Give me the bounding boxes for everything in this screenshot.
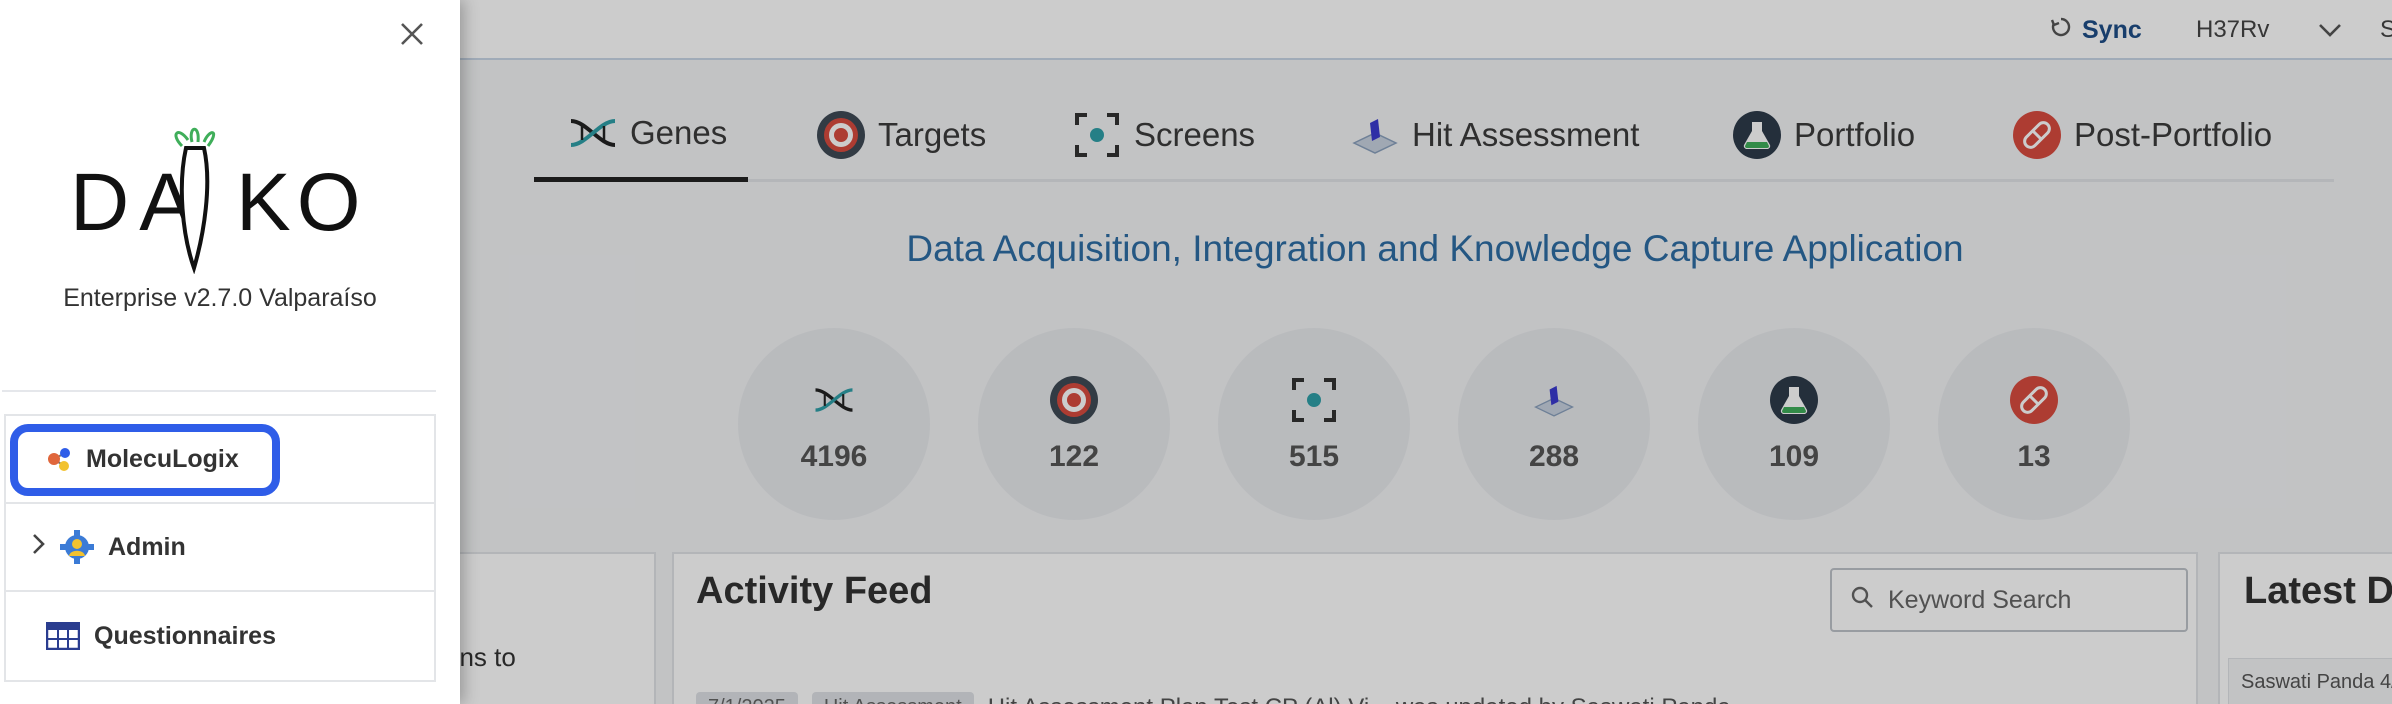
hit-assessment-icon [1350, 110, 1400, 160]
date-chip: 7/1/2025 [696, 692, 798, 704]
dna-icon [808, 374, 860, 426]
menu-item-label: Admin [108, 532, 186, 561]
focus-ring [10, 424, 280, 496]
drawer-menu: MolecuLogix Admin Questionnaires [4, 414, 436, 682]
search-icon [1850, 585, 1874, 616]
stat-value: 288 [1528, 440, 1580, 473]
sync-icon [2050, 16, 2072, 45]
tab-targets[interactable]: Targets [816, 88, 986, 182]
search-placeholder: Keyword Search [1888, 585, 2072, 614]
chevron-down-icon[interactable] [2312, 12, 2348, 48]
table-icon [46, 619, 80, 653]
latest-panel: Latest D Saswati Panda 4/ [2218, 552, 2392, 704]
sync-label: Sync [2082, 15, 2142, 44]
flask-icon [1768, 374, 1820, 426]
side-drawer: DA KON Enterprise v2.7.0 Valparaíso Mole… [0, 0, 460, 704]
keyword-search-input[interactable]: Keyword Search [1830, 568, 2188, 632]
activity-feed-panel: Activity Feed Keyword Search 7/1/2025 Hi… [672, 552, 2198, 704]
logo-text-left: DA [70, 157, 204, 248]
target-icon [1048, 374, 1100, 426]
stat-value: 109 [1768, 440, 1820, 473]
admin-gear-icon [60, 530, 94, 564]
chevron-right-icon[interactable] [32, 533, 46, 562]
menu-item-label: Questionnaires [94, 621, 276, 650]
tab-label: Screens [1134, 116, 1256, 153]
logo-text-right: KON [236, 157, 370, 248]
divider [2, 390, 436, 392]
stat-genes[interactable]: 4196 [738, 328, 930, 520]
pill-icon [2008, 374, 2060, 426]
flask-icon [1732, 110, 1782, 160]
tab-screens[interactable]: Screens [1072, 88, 1255, 182]
stat-portfolio[interactable]: 109 [1698, 328, 1890, 520]
dna-icon [568, 108, 618, 158]
page-headline: Data Acquisition, Integration and Knowle… [906, 228, 1964, 269]
tab-label: Genes [630, 113, 728, 151]
menu-item-questionnaires[interactable]: Questionnaires [6, 592, 434, 680]
module-chip: Hit Assessment [811, 692, 974, 704]
tab-label: Targets [878, 116, 987, 153]
stat-targets[interactable]: 122 [978, 328, 1170, 520]
stat-value: 13 [2017, 440, 2051, 473]
close-icon[interactable] [392, 14, 432, 54]
stat-hit-assessment[interactable]: 288 [1458, 328, 1650, 520]
screen-icon [1072, 110, 1122, 160]
stat-value: 4196 [800, 440, 868, 473]
molecule-icon [42, 442, 76, 476]
target-icon [816, 110, 866, 160]
latest-row[interactable]: Saswati Panda 4/ [2228, 658, 2392, 704]
screen-icon [1288, 374, 1340, 426]
tab-hit-assessment[interactable]: Hit Assessment [1350, 88, 1639, 182]
tab-genes[interactable]: Genes [534, 88, 748, 182]
menu-item-label: MolecuLogix [86, 444, 239, 473]
tab-label: Hit Assessment [1412, 116, 1640, 153]
hit-assessment-icon [1528, 374, 1580, 426]
tab-post-portfolio[interactable]: Post-Portfolio [2012, 88, 2272, 182]
version-label: Enterprise v2.7.0 Valparaíso [63, 284, 377, 312]
module-tabs: Genes Targets Screens Hit Assessment Por… [534, 88, 2334, 182]
stat-screens[interactable]: 515 [1218, 328, 1410, 520]
stat-value: 122 [1048, 440, 1100, 473]
tab-portfolio[interactable]: Portfolio [1732, 88, 1915, 182]
tab-label: Portfolio [1794, 116, 1916, 153]
stat-value: 515 [1288, 440, 1340, 473]
activity-feed-title: Activity Feed [696, 570, 933, 612]
menu-item-moleculogix[interactable]: MolecuLogix [6, 416, 434, 504]
menu-item-admin[interactable]: Admin [6, 504, 434, 592]
stat-post-portfolio[interactable]: 13 [1938, 328, 2130, 520]
tab-label: Post-Portfolio [2074, 116, 2273, 153]
feed-row[interactable]: 7/1/2025 Hit Assessment Hit Assessment P… [696, 692, 1731, 704]
pill-icon [2012, 110, 2062, 160]
strain-selector[interactable]: H37Rv [2196, 16, 2270, 43]
daikon-logo: DA KON [70, 124, 426, 275]
feed-text: Hit Assessment Plan Test CP (Al) Vi... w… [988, 694, 1731, 704]
sync-button[interactable]: Sync [2050, 10, 2142, 50]
latest-title: Latest D [2244, 570, 2392, 612]
user-menu-label[interactable]: S [2380, 16, 2392, 43]
